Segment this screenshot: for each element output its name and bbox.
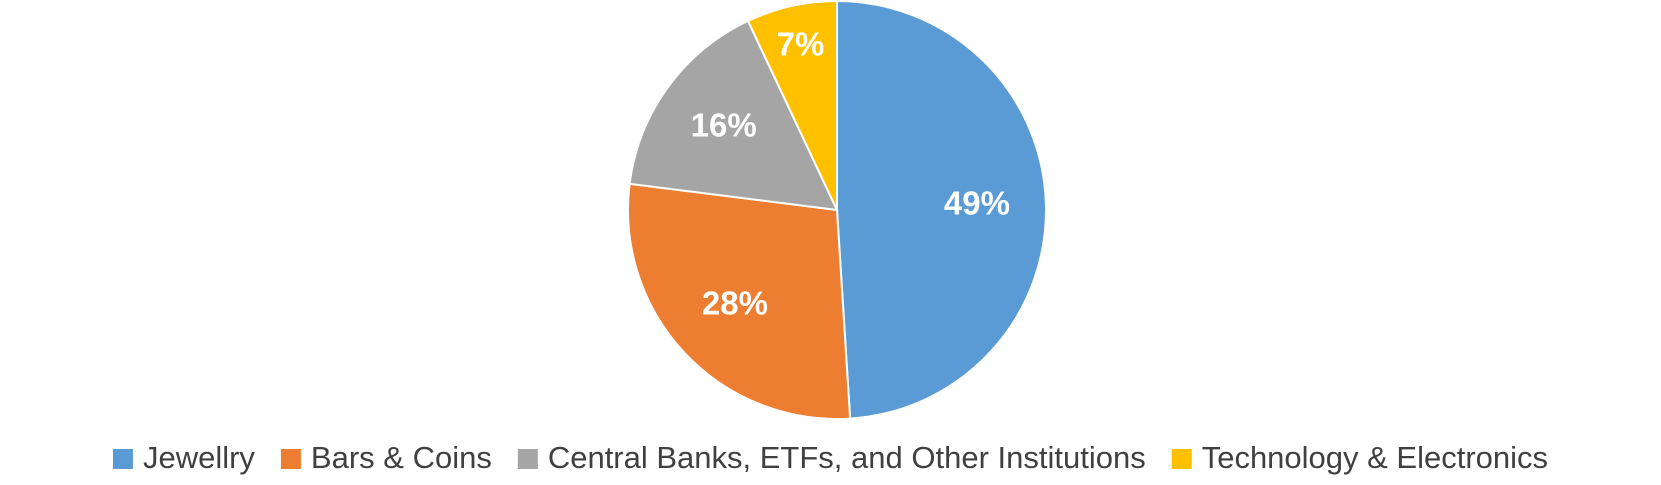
legend-swatch (517, 449, 538, 469)
legend-label: Technology & Electronics (1202, 440, 1548, 475)
legend-label: Jewellry (143, 440, 255, 475)
pie-slice (836, 0, 1047, 420)
data-label: 49% (944, 184, 1010, 221)
pie-slice (627, 182, 852, 420)
pie-slice (746, 0, 838, 211)
legend-swatch (112, 449, 133, 469)
legend-label: Bars & Coins (311, 440, 492, 475)
legend-swatch (1171, 449, 1192, 469)
legend: Jewellry Bars & Coins Central Banks, ETFs,… (112, 440, 1548, 475)
data-label: 16% (691, 106, 757, 143)
legend-swatch (280, 449, 301, 469)
legend-label: Central Banks, ETFs, and Other Instituti… (548, 440, 1146, 475)
data-label: 28% (702, 285, 768, 322)
data-label: 7% (777, 26, 825, 63)
pie-slice (628, 19, 839, 212)
